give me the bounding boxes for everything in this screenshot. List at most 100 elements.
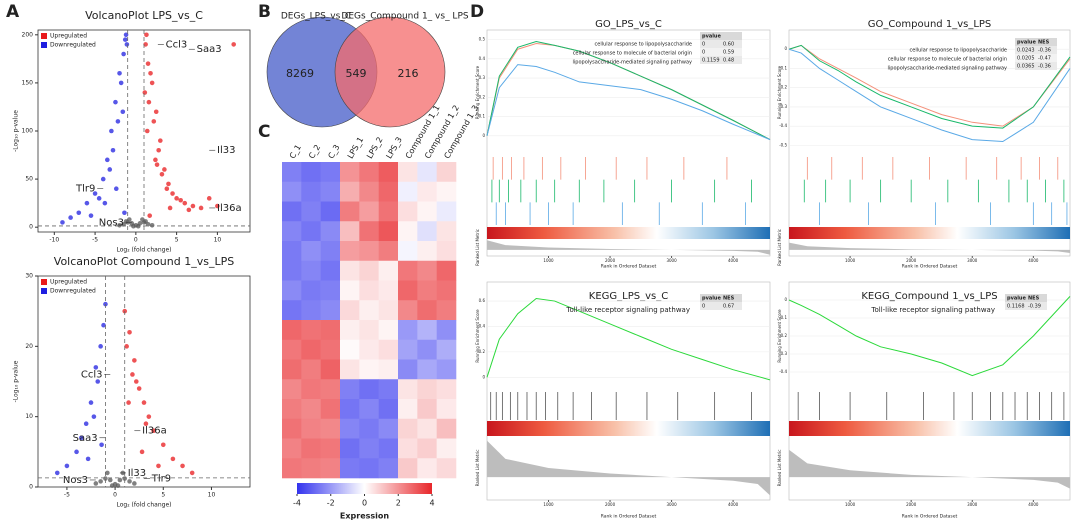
heat-cell (359, 181, 379, 202)
heat-cell (282, 438, 302, 459)
gene-label: Tlr9 (151, 474, 171, 485)
point (110, 147, 116, 153)
x-tick-label: 0 (134, 237, 138, 244)
es-line (486, 41, 771, 141)
plot-frame (37, 275, 251, 488)
table-cell: -0.36 (1038, 64, 1051, 70)
x-axis-label: Rank in Ordered Dataset (902, 514, 958, 520)
point (127, 217, 132, 222)
y-axis-label: -Log₁₀ p-value (13, 360, 20, 402)
point (105, 157, 110, 163)
heat-cell (378, 181, 399, 202)
es-line (486, 297, 771, 381)
heat-cell (436, 241, 457, 262)
y-tick-label: 0 (784, 297, 787, 302)
heat-cell (340, 418, 360, 439)
point (122, 476, 128, 481)
table-header-bg (700, 294, 742, 302)
heat-cell (417, 379, 437, 400)
venn-set (334, 16, 446, 128)
y-axis-label: -Log₁₀ p-value (13, 110, 20, 152)
heat-cell (359, 221, 379, 242)
point (162, 167, 167, 172)
heat-cell (340, 379, 360, 400)
heat-cell (417, 181, 437, 202)
heat-cell (436, 260, 457, 281)
heat-cell (320, 458, 341, 479)
heat-cell (320, 300, 341, 321)
point (140, 217, 145, 222)
heat-cell (417, 162, 437, 183)
y-tick-label: 0.5 (479, 37, 486, 42)
panel-label: B (258, 2, 271, 22)
heat-cell (378, 339, 399, 360)
table-row-bg (700, 48, 742, 56)
heat-cell (359, 201, 379, 222)
heat-cell (301, 458, 321, 479)
heat-cell (340, 162, 360, 183)
heat-cell (320, 359, 341, 380)
rank-bar (487, 421, 770, 436)
point (180, 463, 185, 469)
gene-label: Ccl3 (81, 369, 103, 380)
point (76, 210, 82, 216)
table-row-bg (700, 40, 742, 48)
plot-frame (788, 281, 1071, 501)
point (132, 358, 137, 363)
point (186, 207, 192, 213)
point (154, 162, 160, 167)
rank-bar (789, 421, 1070, 436)
y-tick-label: -0.2 (779, 85, 787, 90)
gene-label: Il33 (217, 145, 235, 156)
y-tick-label: 0 (482, 133, 485, 138)
point (109, 483, 115, 488)
heat-cell (417, 260, 437, 281)
heat-cell (301, 339, 321, 360)
colorbar-tick-label: 0 (362, 499, 367, 508)
point (121, 51, 126, 57)
heat-cell (398, 359, 418, 380)
table-cell: 0.48 (723, 58, 734, 64)
y-tick-label: 30 (25, 273, 33, 280)
ranked-metric (487, 440, 770, 496)
heat-cell (301, 418, 321, 439)
point (144, 128, 150, 134)
point (107, 167, 113, 172)
heat-cell (282, 201, 302, 222)
heat-cell (417, 241, 437, 262)
region-count: 549 (346, 67, 367, 80)
heat-cell (378, 162, 399, 183)
heat-cell (398, 162, 418, 183)
point (143, 42, 148, 47)
table-header: pvalue (702, 296, 721, 302)
legend-swatch (41, 33, 47, 39)
y-tick-label: 0.1 (479, 114, 486, 119)
heat-cell (301, 300, 321, 321)
y-tick-label: 0.4 (479, 323, 486, 328)
chart-title: GO_LPS_vs_C (595, 19, 662, 30)
gene-label: Ccl3 (166, 39, 188, 50)
table-row-bg (1015, 62, 1057, 70)
x-tick-label: 1000 (845, 502, 856, 507)
heat-cell (320, 260, 341, 281)
colorbar-label: Expression (340, 512, 389, 521)
heat-cell (398, 201, 418, 222)
point (151, 119, 157, 124)
es-line (788, 44, 1071, 127)
point (95, 379, 101, 384)
heat-cell (378, 221, 399, 242)
legend-label: lipopolysaccharide-mediated signaling pa… (888, 66, 1007, 72)
point (109, 128, 114, 134)
y-tick-label: 150 (22, 79, 34, 86)
y-tick-label: 0.2 (479, 349, 486, 354)
heat-cell (398, 339, 418, 360)
table-header-bg (1005, 294, 1047, 302)
x-tick-label: 4000 (728, 502, 739, 507)
point (105, 470, 110, 476)
rank-bar (789, 227, 1070, 239)
heat-cell (359, 260, 379, 281)
point (149, 80, 155, 86)
plot-frame (486, 281, 771, 501)
point (147, 213, 153, 218)
point (149, 222, 155, 228)
